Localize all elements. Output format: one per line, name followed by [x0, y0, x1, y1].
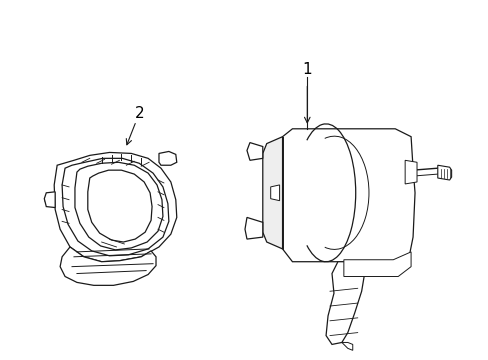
Polygon shape	[246, 143, 262, 160]
Polygon shape	[270, 185, 279, 201]
Polygon shape	[159, 152, 177, 165]
Text: 1: 1	[302, 62, 311, 77]
Polygon shape	[279, 129, 414, 262]
Polygon shape	[343, 252, 410, 276]
Polygon shape	[341, 342, 352, 350]
Polygon shape	[437, 165, 451, 180]
Polygon shape	[325, 262, 364, 345]
Polygon shape	[54, 152, 177, 262]
Polygon shape	[88, 170, 152, 242]
Polygon shape	[44, 192, 55, 208]
Text: 2: 2	[134, 105, 144, 121]
Polygon shape	[262, 137, 282, 249]
Polygon shape	[60, 247, 156, 285]
Polygon shape	[244, 217, 262, 239]
Polygon shape	[405, 160, 416, 184]
